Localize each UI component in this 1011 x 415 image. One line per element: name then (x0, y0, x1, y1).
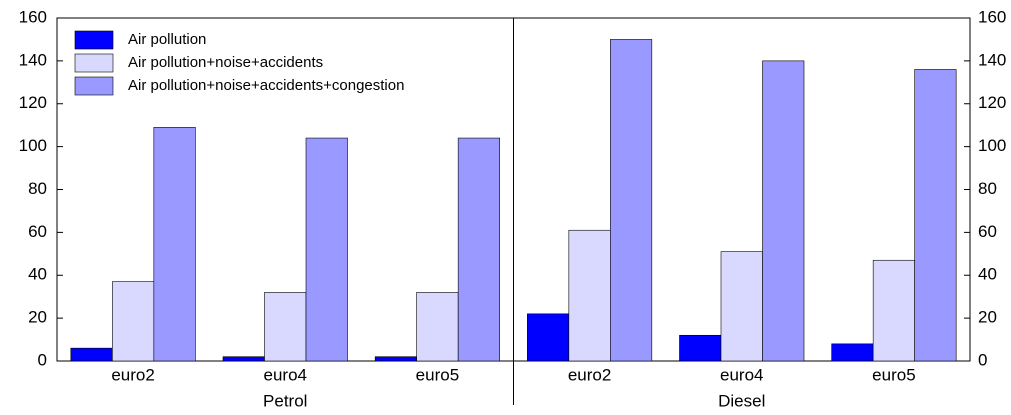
bar (679, 334, 722, 362)
y-tick-label: 60 (28, 222, 47, 241)
bar (914, 69, 957, 362)
y2-tick-label: 160 (978, 7, 1006, 26)
bar (568, 229, 611, 362)
y2-tick-label: 40 (978, 265, 997, 284)
y-tick-label: 140 (19, 50, 47, 69)
x-tick-label: euro2 (568, 365, 611, 384)
y2-tick-label: 100 (978, 136, 1006, 155)
x-tick-label: euro2 (111, 365, 154, 384)
y-tick-label: 40 (28, 265, 47, 284)
x-tick-label: euro4 (720, 365, 763, 384)
y-tick-label: 0 (38, 350, 47, 369)
legend-swatch (74, 53, 114, 73)
legend-label: Air pollution+noise+accidents (128, 54, 323, 71)
bar (222, 356, 265, 362)
y-tick-label: 80 (28, 179, 47, 198)
bar (416, 292, 459, 362)
bar (457, 137, 500, 362)
y-tick-label: 100 (19, 136, 47, 155)
bar (305, 137, 348, 362)
legend-swatch (74, 30, 114, 50)
bar (872, 259, 915, 362)
bar (762, 60, 805, 362)
x-tick-label: euro5 (416, 365, 459, 384)
bar (831, 343, 874, 362)
y-tick-label: 120 (19, 93, 47, 112)
bar (527, 313, 570, 362)
bar (374, 356, 417, 362)
bar (70, 347, 113, 362)
bar (720, 251, 763, 362)
x-tick-label: euro4 (264, 365, 307, 384)
y2-tick-label: 80 (978, 179, 997, 198)
group-label: Petrol (263, 391, 307, 410)
bar (264, 292, 307, 362)
y2-tick-label: 20 (978, 308, 997, 327)
bar (153, 127, 196, 362)
y-tick-label: 20 (28, 308, 47, 327)
y2-tick-label: 140 (978, 50, 1006, 69)
legend-label: Air pollution+noise+accidents+congestion (128, 77, 404, 94)
y2-tick-label: 60 (978, 222, 997, 241)
y-tick-label: 160 (19, 7, 47, 26)
legend-swatch (74, 76, 114, 96)
y2-tick-label: 120 (978, 93, 1006, 112)
bar (112, 281, 155, 362)
y2-tick-label: 0 (978, 350, 987, 369)
bar (610, 39, 653, 362)
x-tick-label: euro5 (872, 365, 915, 384)
group-label: Diesel (718, 391, 765, 410)
legend-label: Air pollution (128, 31, 206, 48)
